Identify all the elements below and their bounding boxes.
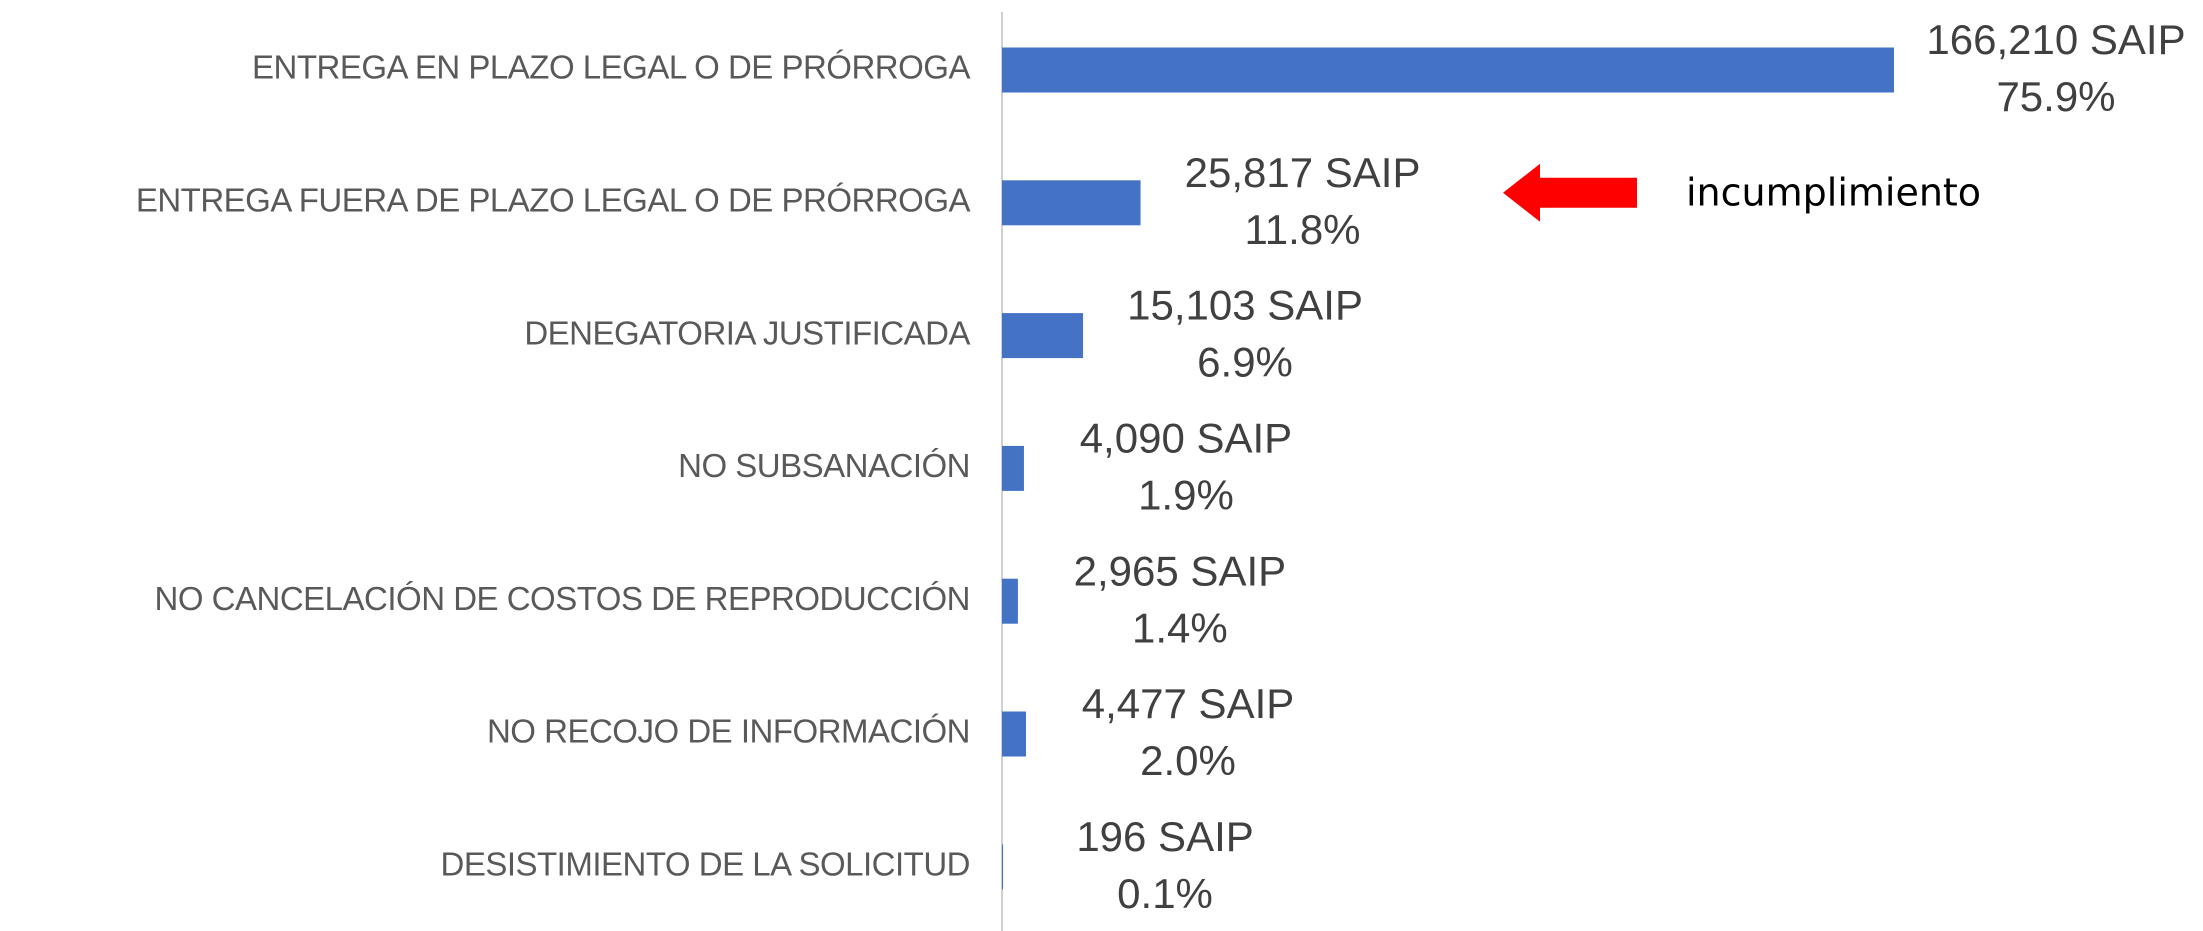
category-label: ENTREGA EN PLAZO LEGAL O DE PRÓRROGA	[252, 49, 970, 86]
bar	[1002, 711, 1027, 757]
share-label: 1.4%	[1132, 604, 1228, 651]
value-label: 4,090 SAIP	[1080, 414, 1292, 461]
category-label: DENEGATORIA JUSTIFICADA	[524, 314, 970, 351]
share-label: 1.9%	[1138, 471, 1234, 518]
share-label: 75.9%	[1996, 73, 2115, 120]
category-label: ENTREGA FUERA DE PLAZO LEGAL O DE PRÓRRO…	[136, 182, 971, 219]
share-label: 2.0%	[1140, 737, 1236, 784]
value-label: 196 SAIP	[1076, 813, 1253, 860]
bar	[1002, 578, 1018, 624]
bar	[1002, 180, 1141, 226]
category-label: NO CANCELACIÓN DE COSTOS DE REPRODUCCIÓN	[154, 580, 970, 617]
annotation-arrow	[1503, 163, 1637, 222]
value-label: 166,210 SAIP	[1926, 16, 2185, 63]
share-label: 0.1%	[1117, 870, 1213, 917]
annotation-text: incumplimiento	[1686, 170, 1981, 214]
bar	[1002, 313, 1084, 359]
share-label: 6.9%	[1197, 339, 1293, 386]
value-label: 2,965 SAIP	[1074, 547, 1286, 594]
share-label: 11.8%	[1245, 206, 1361, 253]
bar	[1002, 47, 1894, 93]
value-label: 4,477 SAIP	[1082, 680, 1294, 727]
bar	[1002, 844, 1004, 890]
value-label: 25,817 SAIP	[1185, 149, 1421, 196]
bar	[1002, 445, 1024, 491]
category-label: NO SUBSANACIÓN	[678, 447, 970, 484]
value-label: 15,103 SAIP	[1127, 282, 1363, 329]
category-label: NO RECOJO DE INFORMACIÓN	[487, 713, 970, 750]
category-label: DESISTIMIENTO DE LA SOLICITUD	[440, 846, 970, 883]
